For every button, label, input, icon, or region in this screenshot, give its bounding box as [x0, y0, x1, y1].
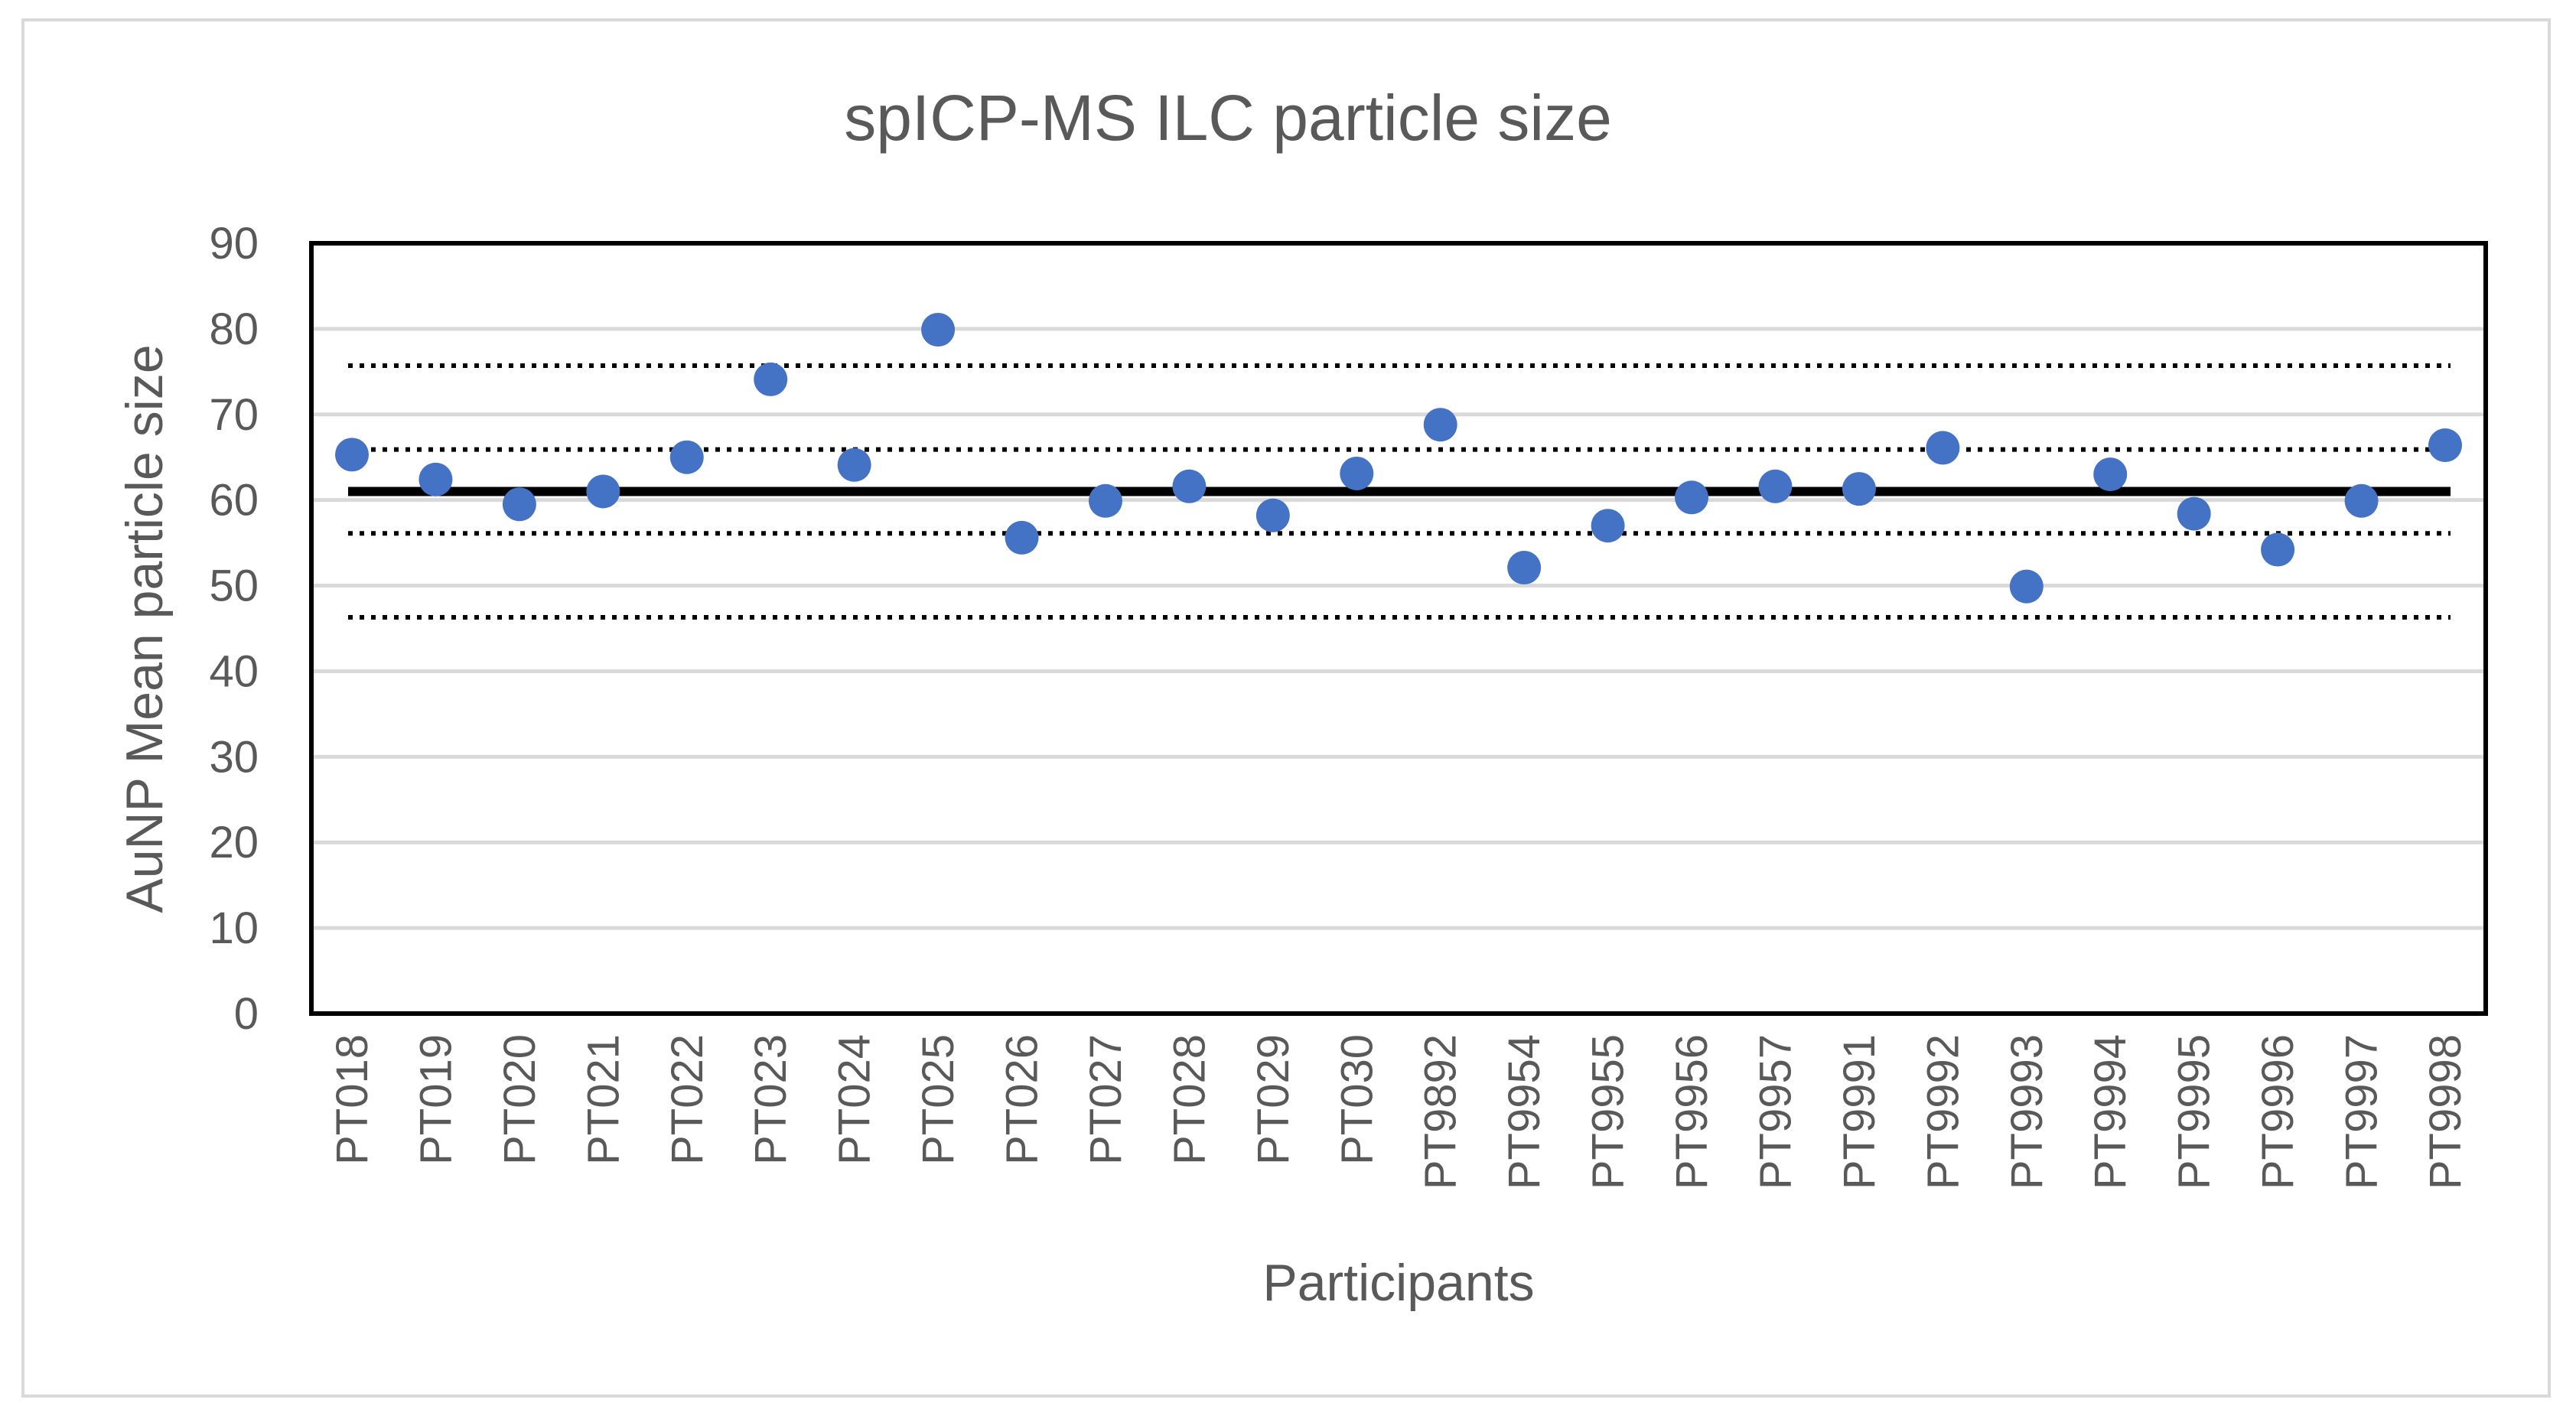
x-tick-label: PT9998: [2421, 1034, 2470, 1190]
x-tick-label: PT9994: [2086, 1034, 2135, 1190]
x-tick-label: PT028: [1164, 1034, 1214, 1165]
data-point: [1340, 456, 1374, 490]
y-tick-label: 30: [209, 732, 259, 782]
x-tick-label: PT9997: [2337, 1034, 2387, 1190]
data-point: [1675, 480, 1709, 515]
plot-area-border: [309, 241, 2488, 1016]
x-axis-ticks: PT018 PT019 PT020 PT021 PT022 PT023 PT024 PT025…: [327, 1034, 2470, 1190]
x-tick-label: PT9954: [1500, 1034, 1549, 1190]
x-tick-label: PT021: [578, 1034, 628, 1165]
x-tick-label: PT020: [495, 1034, 545, 1165]
x-tick-label: PT023: [746, 1034, 796, 1165]
x-tick-label: PT9995: [2170, 1034, 2219, 1190]
y-tick-label: 0: [234, 989, 259, 1039]
data-point: [586, 474, 620, 509]
x-tick-label: PT027: [1081, 1034, 1131, 1165]
x-tick-label: PT9993: [2002, 1034, 2052, 1190]
x-tick-label: PT9991: [1835, 1034, 1884, 1190]
y-tick-label: 20: [209, 818, 259, 867]
data-point: [1591, 509, 1625, 543]
y-tick-label: 50: [209, 561, 259, 611]
data-point: [1088, 483, 1122, 518]
data-point: [921, 313, 956, 347]
data-point: [2428, 428, 2462, 463]
data-point: [669, 440, 704, 474]
data-points: [335, 313, 2462, 604]
y-tick-label: 10: [209, 903, 259, 953]
y-tick-label: 40: [209, 646, 259, 696]
y-tick-label: 70: [209, 390, 259, 440]
data-point: [502, 487, 536, 522]
data-point: [1926, 431, 1960, 465]
x-tick-label: PT9957: [1750, 1034, 1800, 1190]
data-point: [754, 362, 788, 396]
data-point: [418, 462, 453, 496]
y-tick-label: 90: [209, 219, 259, 269]
x-axis-label: Participants: [1262, 1254, 1534, 1312]
y-axis-label: AuNP Mean particle size: [116, 344, 174, 913]
reference-lines: [348, 363, 2451, 620]
chart-title: spICP-MS ILC particle size: [844, 82, 1612, 154]
data-point: [1005, 520, 1039, 555]
data-point: [1758, 469, 1793, 503]
data-point: [837, 448, 871, 482]
x-tick-label: PT018: [327, 1034, 377, 1165]
x-tick-label: PT025: [913, 1034, 963, 1165]
y-tick-label: 60: [209, 476, 259, 526]
data-point: [1842, 472, 1876, 506]
x-tick-label: PT026: [998, 1034, 1047, 1165]
data-point: [2093, 457, 2128, 492]
data-point: [2344, 483, 2379, 518]
y-axis-ticks: 0 10 20 30 40 50 60 70 80 90: [209, 219, 259, 1039]
x-tick-label: PT022: [663, 1034, 712, 1165]
data-point: [1423, 408, 1457, 442]
data-point: [2009, 569, 2044, 604]
x-tick-label: PT9992: [1918, 1034, 1968, 1190]
x-tick-label: PT024: [830, 1034, 880, 1165]
data-point: [2261, 532, 2295, 567]
data-point: [1172, 469, 1207, 503]
chart-area: [21, 18, 2551, 1398]
x-tick-label: PT9955: [1584, 1034, 1633, 1190]
data-point: [335, 438, 369, 472]
data-point: [1255, 498, 1290, 532]
x-tick-label: PT029: [1249, 1034, 1298, 1165]
x-tick-label: PT9996: [2253, 1034, 2303, 1190]
y-tick-label: 80: [209, 304, 259, 354]
x-tick-label: PT9892: [1416, 1034, 1466, 1190]
x-tick-label: PT030: [1332, 1034, 1382, 1165]
data-point: [1507, 551, 1542, 585]
data-point: [2177, 496, 2211, 531]
gridlines: [311, 327, 2486, 930]
x-tick-label: PT9956: [1667, 1034, 1717, 1190]
x-tick-label: PT019: [411, 1034, 461, 1165]
